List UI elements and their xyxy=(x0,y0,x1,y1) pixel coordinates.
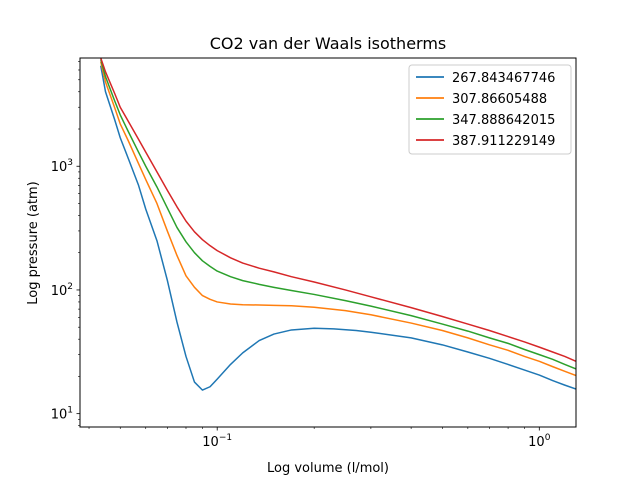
chart-title: CO2 van der Waals isotherms xyxy=(210,34,447,53)
series-line-4 xyxy=(100,58,576,362)
series-line-1 xyxy=(100,65,576,391)
legend-label-3: 347.888642015 xyxy=(452,113,555,128)
x-axis-label: Log volume (l/mol) xyxy=(267,461,389,476)
y-tick-label: 101 xyxy=(51,406,73,423)
y-tick-label: 103 xyxy=(51,158,73,175)
legend-label-1: 267.843467746 xyxy=(452,71,555,86)
series-line-2 xyxy=(100,61,576,377)
legend-label-4: 387.911229149 xyxy=(452,134,555,149)
series-line-3 xyxy=(100,59,576,370)
legend-label-2: 307.86605488 xyxy=(452,92,547,107)
x-tick-label: 100 xyxy=(528,433,551,450)
y-axis-ticks: 101 102 103 xyxy=(51,61,80,426)
x-tick-label: 10−1 xyxy=(202,433,232,450)
y-axis-label: Log pressure (atm) xyxy=(26,181,41,305)
series-layer xyxy=(100,58,576,391)
legend-frame xyxy=(408,64,572,155)
legend: 267.843467746 307.86605488 347.888642015 38… xyxy=(408,64,572,155)
y-tick-label: 102 xyxy=(51,282,73,299)
plot-frame xyxy=(79,57,577,428)
x-axis-ticks: 10−1 100 xyxy=(88,427,551,450)
